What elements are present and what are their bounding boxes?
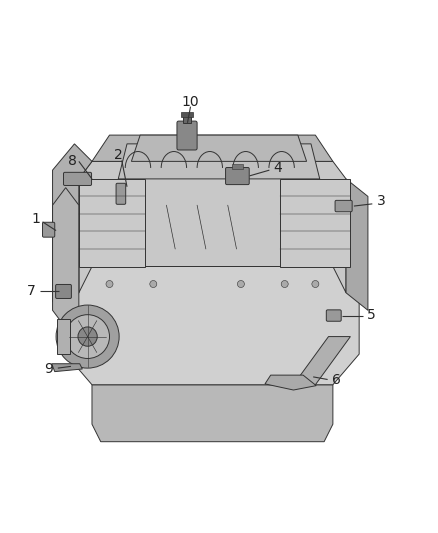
FancyBboxPatch shape: [226, 167, 249, 184]
Polygon shape: [346, 179, 368, 310]
Polygon shape: [131, 135, 307, 161]
Polygon shape: [293, 336, 350, 385]
Text: 4: 4: [274, 161, 283, 175]
Circle shape: [312, 280, 319, 287]
Circle shape: [78, 327, 97, 346]
Polygon shape: [79, 161, 346, 293]
Text: 10: 10: [182, 95, 199, 109]
Polygon shape: [280, 179, 350, 266]
Circle shape: [150, 280, 157, 287]
Polygon shape: [118, 144, 320, 179]
Polygon shape: [57, 319, 70, 354]
Polygon shape: [92, 385, 333, 442]
Text: 5: 5: [367, 308, 376, 322]
FancyBboxPatch shape: [64, 172, 92, 185]
FancyBboxPatch shape: [335, 200, 352, 212]
FancyBboxPatch shape: [56, 285, 71, 298]
Text: 6: 6: [332, 374, 341, 387]
Polygon shape: [53, 188, 79, 328]
Text: 8: 8: [68, 155, 77, 168]
Circle shape: [56, 305, 119, 368]
Polygon shape: [53, 144, 92, 310]
Circle shape: [66, 314, 110, 359]
FancyBboxPatch shape: [177, 121, 197, 150]
Circle shape: [281, 280, 288, 287]
Text: 9: 9: [45, 362, 53, 376]
Circle shape: [237, 280, 244, 287]
Polygon shape: [66, 266, 359, 385]
Polygon shape: [265, 375, 316, 390]
FancyBboxPatch shape: [326, 310, 341, 321]
Polygon shape: [79, 179, 145, 266]
Polygon shape: [52, 364, 82, 372]
Bar: [181, 112, 193, 117]
Bar: [232, 165, 243, 169]
Circle shape: [106, 280, 113, 287]
Text: 3: 3: [377, 194, 385, 208]
Polygon shape: [92, 135, 333, 161]
Text: 7: 7: [27, 284, 36, 298]
FancyBboxPatch shape: [116, 183, 126, 204]
Bar: [183, 113, 191, 123]
Text: 1: 1: [32, 212, 40, 226]
FancyBboxPatch shape: [42, 222, 55, 237]
Text: 2: 2: [114, 148, 123, 162]
